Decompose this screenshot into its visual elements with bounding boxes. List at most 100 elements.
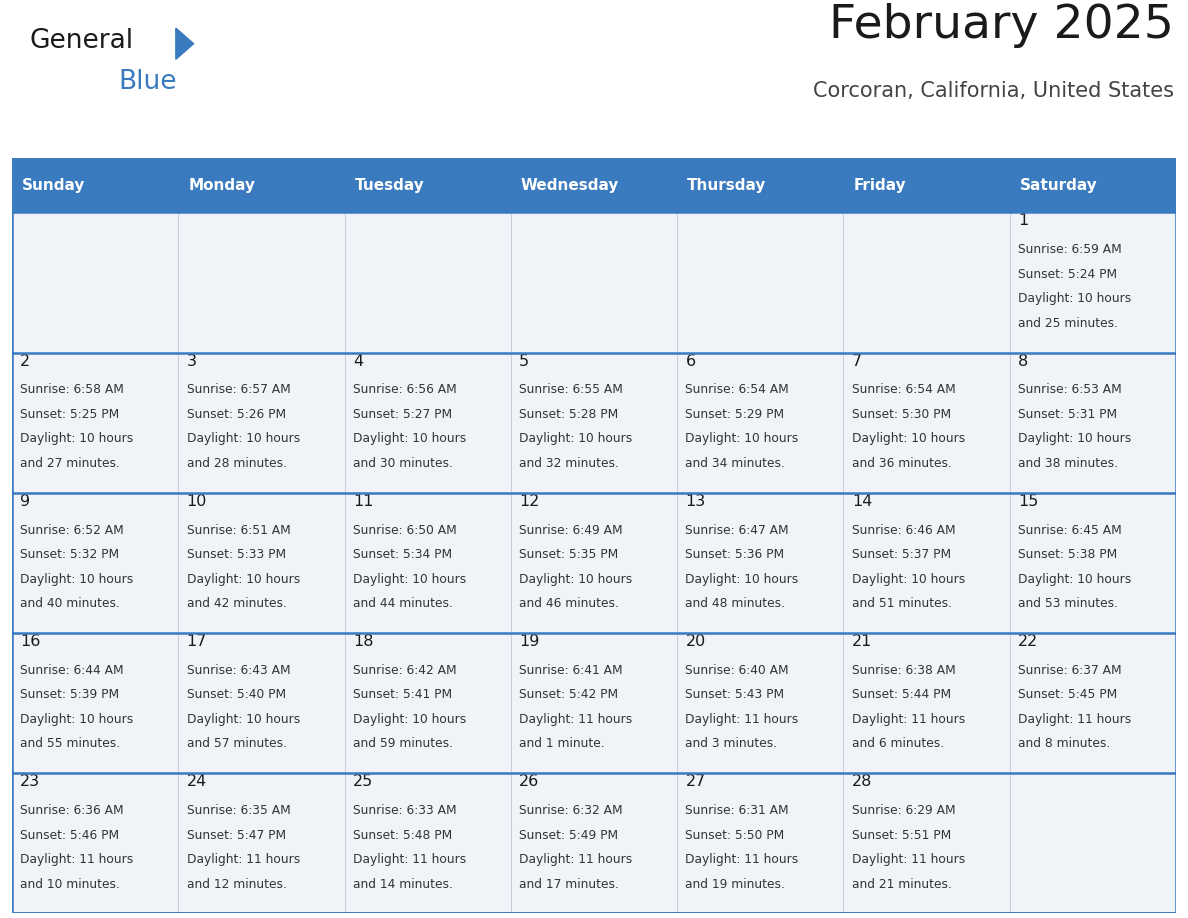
- Bar: [843, 158, 1010, 212]
- Bar: [677, 773, 843, 913]
- Text: and 6 minutes.: and 6 minutes.: [852, 737, 944, 750]
- Bar: [677, 493, 843, 633]
- Text: Sunset: 5:30 PM: Sunset: 5:30 PM: [852, 408, 950, 421]
- Bar: [1010, 773, 1176, 913]
- Text: Sunrise: 6:36 AM: Sunrise: 6:36 AM: [20, 804, 124, 817]
- Text: Sunset: 5:27 PM: Sunset: 5:27 PM: [353, 408, 451, 421]
- Text: Sunday: Sunday: [21, 177, 86, 193]
- Text: and 1 minute.: and 1 minute.: [519, 737, 605, 750]
- Bar: [843, 633, 1010, 773]
- Text: Sunrise: 6:47 AM: Sunrise: 6:47 AM: [685, 523, 789, 537]
- Text: Daylight: 10 hours: Daylight: 10 hours: [1018, 573, 1131, 586]
- Bar: [178, 212, 345, 353]
- Text: 9: 9: [20, 494, 31, 509]
- Text: and 55 minutes.: and 55 minutes.: [20, 737, 120, 750]
- Text: 3: 3: [187, 353, 196, 369]
- Bar: [843, 212, 1010, 353]
- Text: Sunset: 5:39 PM: Sunset: 5:39 PM: [20, 688, 119, 701]
- Text: Sunrise: 6:46 AM: Sunrise: 6:46 AM: [852, 523, 955, 537]
- Text: and 48 minutes.: and 48 minutes.: [685, 598, 785, 610]
- Text: Monday: Monday: [188, 177, 255, 193]
- Bar: [1010, 158, 1176, 212]
- Text: Sunset: 5:24 PM: Sunset: 5:24 PM: [1018, 268, 1117, 281]
- Text: Sunrise: 6:41 AM: Sunrise: 6:41 AM: [519, 664, 623, 677]
- Text: and 44 minutes.: and 44 minutes.: [353, 598, 453, 610]
- Text: Sunset: 5:48 PM: Sunset: 5:48 PM: [353, 829, 453, 842]
- Bar: [12, 353, 178, 493]
- Text: Sunset: 5:50 PM: Sunset: 5:50 PM: [685, 829, 785, 842]
- Text: 15: 15: [1018, 494, 1038, 509]
- Text: Daylight: 10 hours: Daylight: 10 hours: [20, 713, 133, 726]
- Text: and 51 minutes.: and 51 minutes.: [852, 598, 952, 610]
- Text: and 19 minutes.: and 19 minutes.: [685, 878, 785, 890]
- Text: General: General: [30, 28, 134, 54]
- Text: Sunrise: 6:51 AM: Sunrise: 6:51 AM: [187, 523, 290, 537]
- Text: 18: 18: [353, 634, 373, 649]
- Text: Sunrise: 6:40 AM: Sunrise: 6:40 AM: [685, 664, 789, 677]
- Text: Sunset: 5:44 PM: Sunset: 5:44 PM: [852, 688, 950, 701]
- Text: Sunset: 5:42 PM: Sunset: 5:42 PM: [519, 688, 618, 701]
- Text: Sunset: 5:51 PM: Sunset: 5:51 PM: [852, 829, 952, 842]
- Text: and 21 minutes.: and 21 minutes.: [852, 878, 952, 890]
- Text: Sunrise: 6:38 AM: Sunrise: 6:38 AM: [852, 664, 955, 677]
- Text: Sunset: 5:46 PM: Sunset: 5:46 PM: [20, 829, 119, 842]
- Text: and 53 minutes.: and 53 minutes.: [1018, 598, 1118, 610]
- Text: Sunrise: 6:44 AM: Sunrise: 6:44 AM: [20, 664, 124, 677]
- Text: Sunset: 5:26 PM: Sunset: 5:26 PM: [187, 408, 285, 421]
- Text: Saturday: Saturday: [1019, 177, 1098, 193]
- Bar: [677, 158, 843, 212]
- Text: 13: 13: [685, 494, 706, 509]
- Text: Sunset: 5:34 PM: Sunset: 5:34 PM: [353, 548, 451, 561]
- Text: Daylight: 10 hours: Daylight: 10 hours: [852, 573, 965, 586]
- Bar: [511, 633, 677, 773]
- Text: 27: 27: [685, 774, 706, 789]
- Text: and 40 minutes.: and 40 minutes.: [20, 598, 120, 610]
- Text: 23: 23: [20, 774, 40, 789]
- Bar: [1010, 353, 1176, 493]
- Bar: [511, 773, 677, 913]
- Text: Sunset: 5:38 PM: Sunset: 5:38 PM: [1018, 548, 1118, 561]
- Polygon shape: [176, 28, 194, 60]
- Text: and 12 minutes.: and 12 minutes.: [187, 878, 286, 890]
- Text: Daylight: 10 hours: Daylight: 10 hours: [20, 573, 133, 586]
- Text: Daylight: 10 hours: Daylight: 10 hours: [353, 432, 466, 445]
- Text: Sunset: 5:41 PM: Sunset: 5:41 PM: [353, 688, 451, 701]
- Text: 6: 6: [685, 353, 696, 369]
- Bar: [677, 212, 843, 353]
- Text: Sunrise: 6:29 AM: Sunrise: 6:29 AM: [852, 804, 955, 817]
- Text: and 30 minutes.: and 30 minutes.: [353, 457, 453, 470]
- Text: Corcoran, California, United States: Corcoran, California, United States: [813, 81, 1174, 101]
- Bar: [12, 212, 178, 353]
- Text: and 17 minutes.: and 17 minutes.: [519, 878, 619, 890]
- Text: Daylight: 10 hours: Daylight: 10 hours: [519, 573, 632, 586]
- Text: Sunrise: 6:32 AM: Sunrise: 6:32 AM: [519, 804, 623, 817]
- Text: 24: 24: [187, 774, 207, 789]
- Bar: [677, 633, 843, 773]
- Text: February 2025: February 2025: [829, 3, 1174, 48]
- Text: 11: 11: [353, 494, 373, 509]
- Text: 8: 8: [1018, 353, 1029, 369]
- Text: and 59 minutes.: and 59 minutes.: [353, 737, 453, 750]
- Text: Sunrise: 6:59 AM: Sunrise: 6:59 AM: [1018, 243, 1121, 256]
- Text: Daylight: 11 hours: Daylight: 11 hours: [353, 853, 466, 866]
- Text: Sunset: 5:36 PM: Sunset: 5:36 PM: [685, 548, 784, 561]
- Bar: [345, 212, 511, 353]
- Text: 2: 2: [20, 353, 31, 369]
- Bar: [1010, 212, 1176, 353]
- Text: Daylight: 11 hours: Daylight: 11 hours: [1018, 713, 1131, 726]
- Text: Sunrise: 6:54 AM: Sunrise: 6:54 AM: [685, 384, 789, 397]
- Text: Sunset: 5:40 PM: Sunset: 5:40 PM: [187, 688, 285, 701]
- Text: Sunset: 5:31 PM: Sunset: 5:31 PM: [1018, 408, 1117, 421]
- Bar: [843, 353, 1010, 493]
- Text: Daylight: 10 hours: Daylight: 10 hours: [187, 432, 299, 445]
- Text: Sunrise: 6:58 AM: Sunrise: 6:58 AM: [20, 384, 124, 397]
- Text: 14: 14: [852, 494, 872, 509]
- Bar: [511, 493, 677, 633]
- Text: 1: 1: [1018, 213, 1029, 229]
- Bar: [12, 158, 178, 212]
- Text: Sunrise: 6:37 AM: Sunrise: 6:37 AM: [1018, 664, 1121, 677]
- Text: 19: 19: [519, 634, 539, 649]
- Text: 12: 12: [519, 494, 539, 509]
- Text: and 36 minutes.: and 36 minutes.: [852, 457, 952, 470]
- Text: Sunrise: 6:35 AM: Sunrise: 6:35 AM: [187, 804, 290, 817]
